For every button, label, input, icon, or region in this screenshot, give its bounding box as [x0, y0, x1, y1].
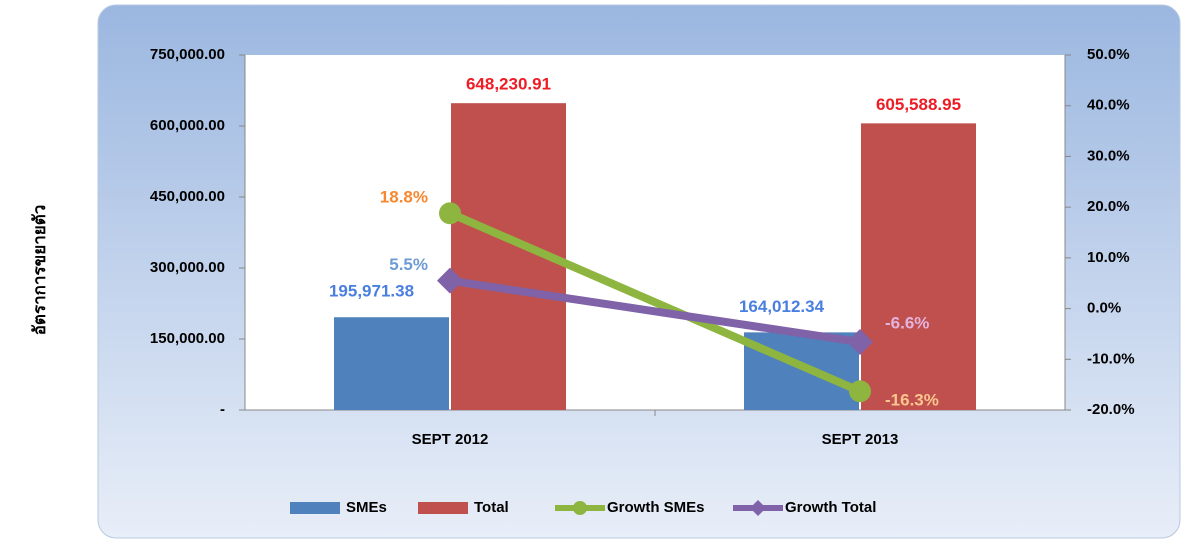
line-series: [449, 276, 861, 346]
y2-tick-label: 10.0%: [1087, 249, 1130, 266]
legend-marker: [750, 500, 766, 516]
bar: [334, 317, 449, 410]
marker: [847, 329, 873, 356]
y2-tick-label: 50.0%: [1087, 46, 1130, 63]
legend-label: SMEs: [346, 499, 387, 516]
y2-tick-label: -10.0%: [1087, 350, 1135, 367]
y2-tick-label: 0.0%: [1087, 300, 1121, 317]
line-series: [448, 209, 862, 395]
bar: [861, 123, 976, 411]
x-tick-label: SEPT 2013: [822, 431, 899, 448]
legend-swatch: [418, 502, 468, 514]
value-label: -16.3%: [885, 391, 939, 410]
y-tick-label: 600,000.00: [150, 117, 225, 134]
y2-tick-label: -20.0%: [1087, 401, 1135, 418]
legend-label: Growth SMEs: [607, 499, 705, 516]
marker: [437, 267, 463, 294]
y-tick-label: -: [220, 401, 225, 418]
marker: [849, 380, 871, 403]
legend-label: Total: [474, 499, 509, 516]
y-tick-label: 750,000.00: [150, 46, 225, 63]
y-tick-label: 150,000.00: [150, 330, 225, 347]
value-label: 605,588.95: [876, 95, 961, 114]
y-tick-label: 450,000.00: [150, 188, 225, 205]
legend-label: Growth Total: [785, 499, 876, 516]
y-axis-title: อัตราการขยายตัว: [30, 205, 50, 336]
value-label: 18.8%: [380, 188, 428, 207]
legend-swatch: [290, 502, 340, 514]
legend-marker: [573, 501, 587, 515]
y2-tick-label: 30.0%: [1087, 147, 1130, 164]
value-label: 5.5%: [389, 255, 428, 274]
y2-tick-label: 20.0%: [1087, 198, 1130, 215]
marker: [439, 202, 461, 225]
value-label: -6.6%: [885, 314, 929, 333]
x-tick-label: SEPT 2012: [412, 431, 489, 448]
y-tick-label: 300,000.00: [150, 259, 225, 276]
value-label: 195,971.38: [329, 282, 414, 301]
value-label: 648,230.91: [466, 75, 551, 94]
value-label: 164,012.34: [739, 297, 825, 316]
y2-tick-label: 40.0%: [1087, 97, 1130, 114]
